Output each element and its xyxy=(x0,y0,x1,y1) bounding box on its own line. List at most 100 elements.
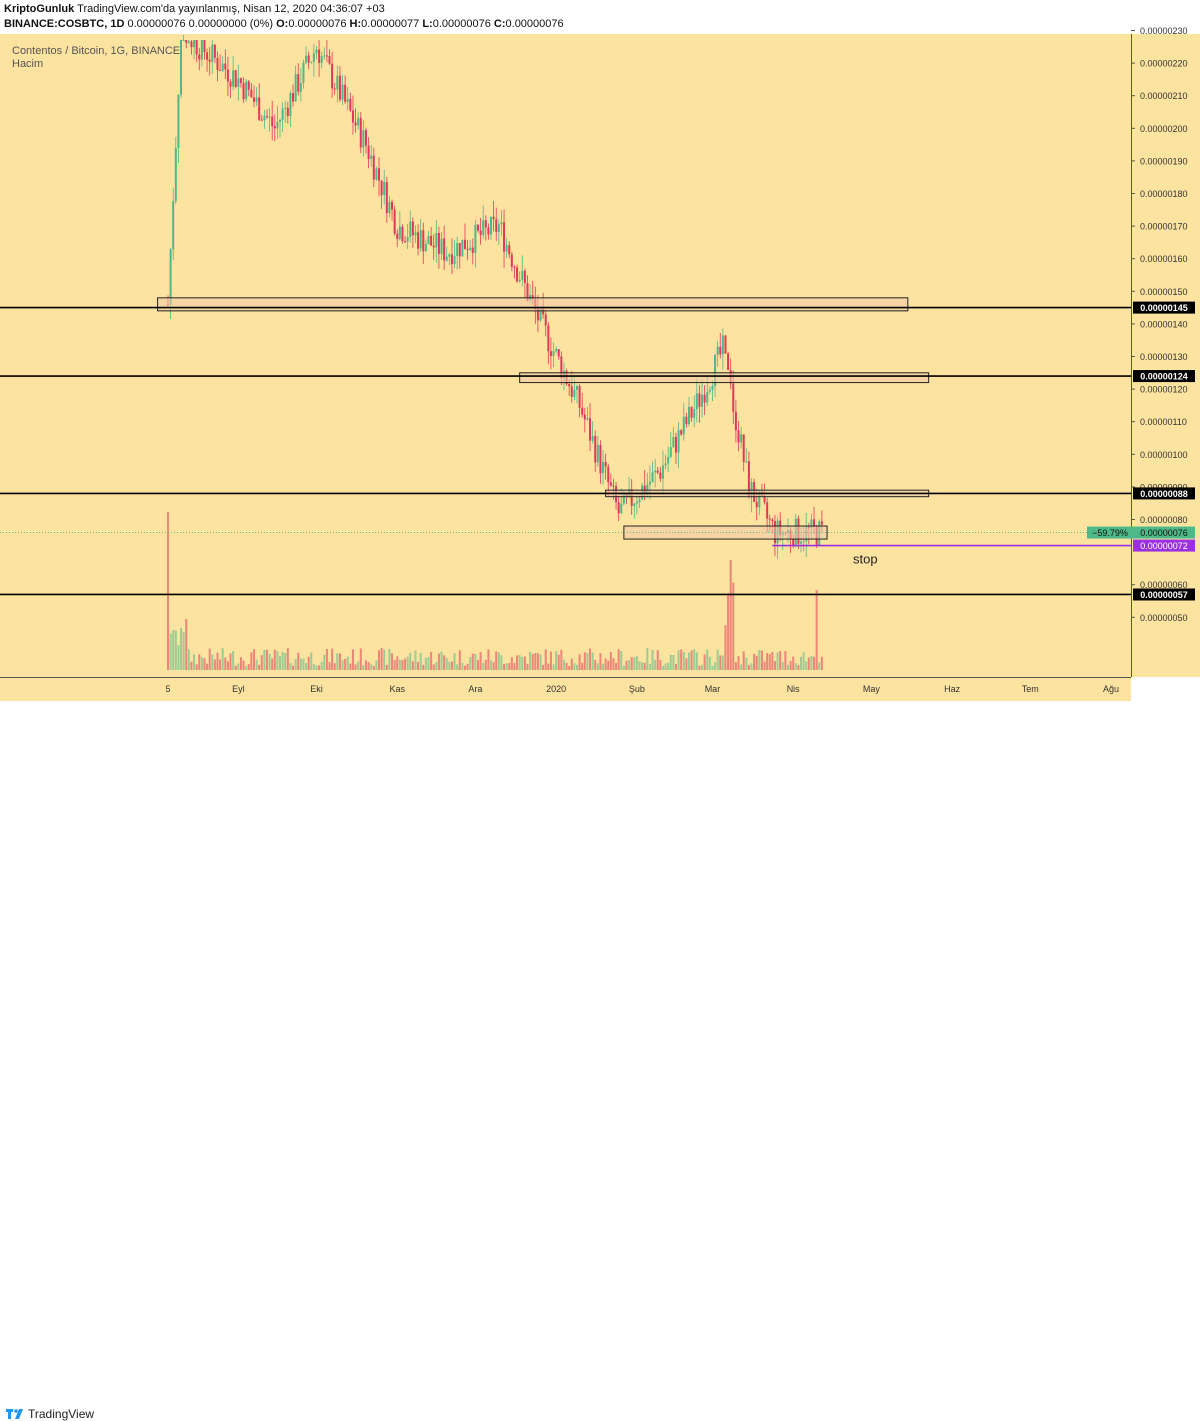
volume-bar xyxy=(760,650,763,670)
volume-bar xyxy=(167,512,169,670)
candle-body xyxy=(680,430,683,435)
candle-body xyxy=(674,436,677,453)
volume-bar xyxy=(596,663,599,670)
volume-bar xyxy=(727,593,730,670)
volume-bar xyxy=(690,650,693,670)
candle-body xyxy=(458,243,461,257)
volume-bar xyxy=(450,661,453,670)
volume-bar xyxy=(234,665,237,670)
candle-body xyxy=(294,74,297,102)
volume-bar xyxy=(755,655,758,670)
volume-bar xyxy=(815,590,818,670)
candle-body xyxy=(391,201,394,210)
candle-body xyxy=(813,519,816,527)
volume-bar xyxy=(286,648,289,670)
volume-bar xyxy=(745,657,748,670)
candle-body xyxy=(479,230,482,236)
level-price-tag xyxy=(1133,588,1195,601)
volume-bar xyxy=(281,651,284,670)
candle-body xyxy=(508,245,511,255)
volume-bar xyxy=(224,657,227,670)
candle-body xyxy=(364,130,367,146)
volume-bar xyxy=(336,653,339,670)
y-tick-label: 0.00000080 xyxy=(1140,515,1188,525)
candle-body xyxy=(810,519,813,529)
candle-body xyxy=(265,116,268,118)
volume-bar xyxy=(437,653,440,670)
candle-body xyxy=(719,346,722,355)
price-axis[interactable] xyxy=(1131,34,1200,677)
level-price-tag xyxy=(1133,370,1195,383)
candle-body xyxy=(476,224,479,231)
level-price-tag xyxy=(1133,301,1195,314)
candle-body xyxy=(732,383,735,412)
volume-bar xyxy=(492,662,495,670)
volume-bar xyxy=(685,658,688,670)
candle-body xyxy=(239,78,242,84)
last-price-label: 0.00000076 xyxy=(1140,528,1188,538)
stop-annotation: stop xyxy=(853,552,878,567)
candle-body xyxy=(383,181,386,196)
volume-bar xyxy=(203,658,206,670)
candle-body xyxy=(328,56,331,64)
time-axis[interactable] xyxy=(0,677,1131,702)
candle-body xyxy=(221,63,224,71)
candle-body xyxy=(742,434,745,462)
volume-bar xyxy=(602,663,605,670)
volume-bar xyxy=(443,655,446,670)
candle-body xyxy=(195,40,198,55)
volume-bar xyxy=(531,654,534,670)
volume-bar xyxy=(453,652,456,670)
volume-bar xyxy=(411,661,414,670)
candle-body xyxy=(596,444,599,463)
volume-bar xyxy=(646,648,649,670)
tradingview-logo[interactable]: TradingView xyxy=(6,1407,94,1421)
candle-body xyxy=(341,84,344,100)
publisher-name[interactable]: KriptoGunluk xyxy=(4,3,75,15)
volume-bar xyxy=(471,653,474,670)
candle-body xyxy=(320,56,323,63)
volume-bar xyxy=(562,659,565,670)
candle-body xyxy=(281,108,284,120)
volume-bar xyxy=(680,649,683,670)
chart-plot-area[interactable] xyxy=(0,34,1131,677)
level-price-label: 0.00000088 xyxy=(1140,489,1188,499)
candlestick-chart[interactable]: 0.00000230 0.00000220 0.00000210 0.00000200… xyxy=(0,0,1200,727)
volume-bar xyxy=(289,662,292,670)
candle-body xyxy=(549,351,552,357)
volume-bar xyxy=(802,652,805,670)
candle-body xyxy=(672,436,675,448)
volume-bar xyxy=(172,630,175,670)
candle-body xyxy=(714,354,717,387)
candle-body xyxy=(372,155,375,180)
support-resistance-zone xyxy=(519,372,930,384)
volume-bar xyxy=(466,663,469,670)
level-price-tag xyxy=(1133,487,1195,500)
y-tick-label: 0.00000050 xyxy=(1140,613,1188,623)
volume-bar xyxy=(463,665,466,670)
volume-bar xyxy=(518,655,521,670)
volume-bar xyxy=(534,653,537,670)
y-tick-label: 0.00000110 xyxy=(1140,417,1187,427)
candle-body xyxy=(695,393,698,410)
candle-body xyxy=(622,493,625,504)
volume-bar xyxy=(440,651,443,670)
x-tick-label: Eyl xyxy=(232,684,245,694)
candle-body xyxy=(453,255,456,265)
volume-bar xyxy=(688,652,690,670)
low-value: 0.00000076 xyxy=(432,18,491,30)
volume-bar xyxy=(198,654,201,670)
volume-bar xyxy=(310,652,313,670)
y-tick-label: 0.00000130 xyxy=(1140,352,1188,362)
candle-body xyxy=(338,75,341,100)
candle-body xyxy=(583,414,586,420)
volume-bar xyxy=(354,664,357,670)
open-label: O: xyxy=(276,18,289,30)
volume-bar xyxy=(547,663,550,670)
volume-bar xyxy=(362,665,365,670)
volume-bar xyxy=(570,658,573,670)
x-tick-label: Kas xyxy=(389,684,405,694)
last-price-tag xyxy=(1133,526,1195,539)
volume-bar xyxy=(549,651,552,670)
volume-bar xyxy=(810,655,813,670)
